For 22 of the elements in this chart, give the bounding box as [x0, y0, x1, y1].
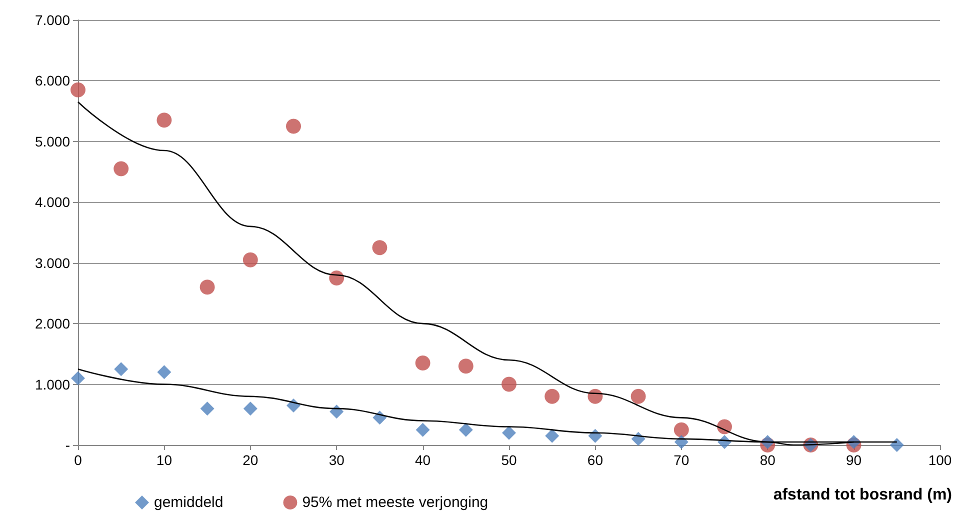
legend-label: gemiddeld — [154, 494, 224, 511]
x-tick-label: 80 — [760, 452, 776, 468]
y-tick-label: 3.000 — [34, 254, 70, 271]
y-tick-label: 5.000 — [34, 133, 70, 150]
y-tick-label: 1.000 — [34, 376, 70, 392]
y-tick-label: 2.000 — [34, 316, 70, 332]
legend-label: 95% met meeste verjonging — [302, 494, 488, 511]
x-tick-label: 40 — [415, 452, 431, 468]
x-tick-label: 20 — [242, 452, 258, 468]
x-tick-label: 60 — [587, 452, 604, 468]
x-tick-label: 70 — [674, 452, 690, 468]
x-axis-title: afstand tot bosrand (m) — [773, 486, 952, 504]
x-tick-label: 100 — [928, 452, 952, 468]
x-tick-label: 50 — [501, 452, 517, 468]
x-tick-label: 90 — [846, 452, 862, 468]
y-tick-label: - — [65, 437, 70, 453]
x-tick-label: 0 — [74, 452, 82, 468]
y-tick-label: 4.000 — [34, 194, 70, 210]
y-tick-label: 7.000 — [34, 12, 70, 28]
x-tick-label: 10 — [156, 452, 172, 468]
x-tick-label: 30 — [328, 452, 345, 468]
y-tick-label: 6.000 — [34, 72, 70, 89]
